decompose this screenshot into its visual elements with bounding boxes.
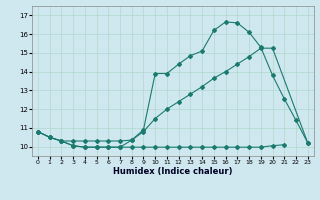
X-axis label: Humidex (Indice chaleur): Humidex (Indice chaleur) xyxy=(113,167,233,176)
